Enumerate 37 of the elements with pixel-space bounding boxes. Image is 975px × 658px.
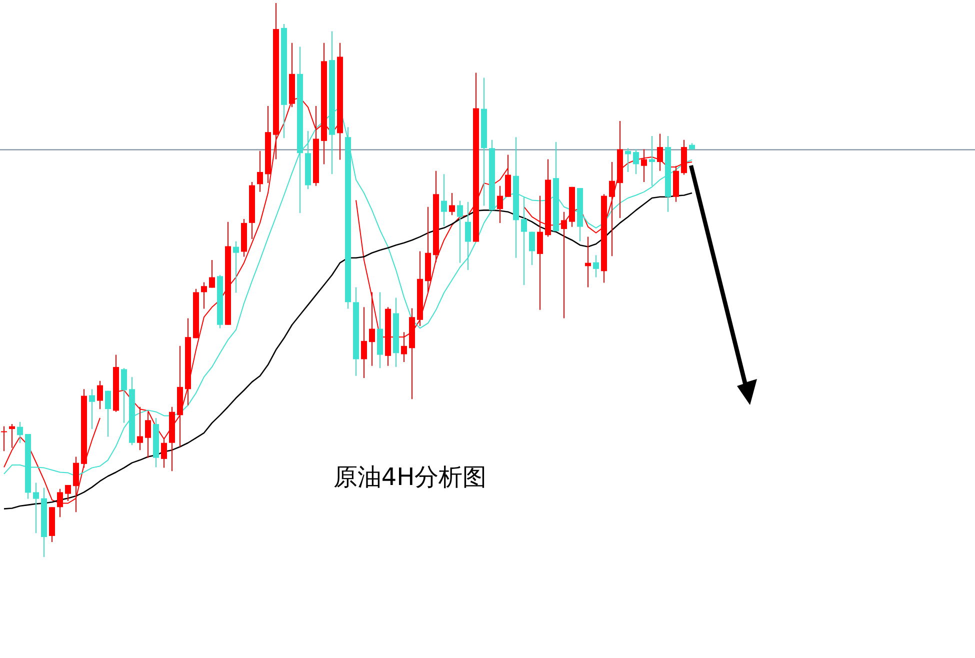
candlestick [609, 162, 615, 257]
candlestick [401, 332, 407, 362]
candlestick [505, 154, 511, 198]
candlestick [497, 185, 503, 224]
candlestick [521, 196, 527, 286]
candlestick [209, 260, 215, 288]
candlestick [89, 388, 95, 430]
candlestick [457, 200, 463, 264]
candlestick [441, 174, 447, 227]
candlestick [369, 292, 375, 366]
candlestick [1, 426, 7, 452]
candlestick [97, 380, 103, 410]
candlestick [649, 135, 655, 186]
candlestick [625, 148, 631, 172]
candlestick [145, 411, 151, 458]
candlestick [593, 254, 599, 278]
candlestick [529, 231, 535, 266]
candlestick [161, 437, 167, 468]
candlestick [641, 148, 647, 182]
candlestick [361, 306, 367, 379]
candlestick [633, 148, 639, 175]
annotation: 原油4H分析图 [333, 463, 487, 491]
candlestick [137, 406, 143, 451]
candlestick [105, 390, 111, 438]
candlestick [33, 482, 39, 534]
candlestick [585, 236, 591, 288]
candlestick [465, 201, 471, 271]
candlestick [449, 192, 455, 216]
candlestick [257, 150, 263, 192]
candlestick [657, 133, 663, 172]
candlestick [233, 240, 239, 294]
candlestick [201, 282, 207, 310]
candlestick [17, 421, 23, 444]
candlestick [121, 368, 127, 424]
candlestick [537, 195, 543, 310]
candlestick [9, 424, 15, 448]
candlestick [561, 211, 567, 319]
